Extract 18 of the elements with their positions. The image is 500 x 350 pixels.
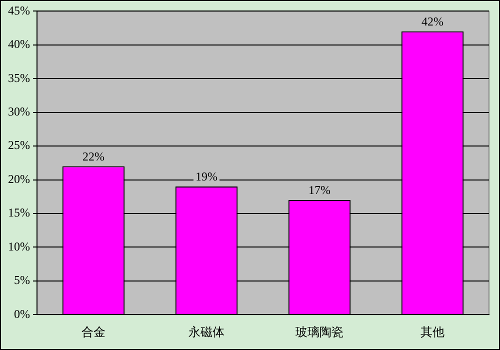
y-tick-label: 10% bbox=[8, 239, 30, 254]
data-label: 42% bbox=[422, 14, 444, 29]
y-tick-label: 5% bbox=[14, 273, 30, 288]
data-label: 17% bbox=[308, 183, 330, 198]
x-tick-label: 玻璃陶瓷 bbox=[296, 324, 344, 339]
x-tick-label: 永磁体 bbox=[188, 324, 224, 339]
y-tick-label: 45% bbox=[8, 3, 30, 18]
data-label: 19% bbox=[196, 170, 218, 184]
data-label: 22% bbox=[82, 149, 104, 164]
x-tick-label: 其他 bbox=[420, 324, 444, 339]
y-tick-label: 0% bbox=[14, 306, 30, 321]
y-tick-label: 40% bbox=[8, 37, 30, 52]
y-tick-label: 30% bbox=[8, 104, 30, 118]
x-tick-label: 合金 bbox=[81, 324, 106, 339]
y-tick-label: 15% bbox=[8, 206, 30, 220]
y-tick-label: 35% bbox=[8, 70, 30, 85]
y-tick-label: 20% bbox=[8, 172, 30, 186]
y-tick-label: 25% bbox=[8, 138, 30, 152]
